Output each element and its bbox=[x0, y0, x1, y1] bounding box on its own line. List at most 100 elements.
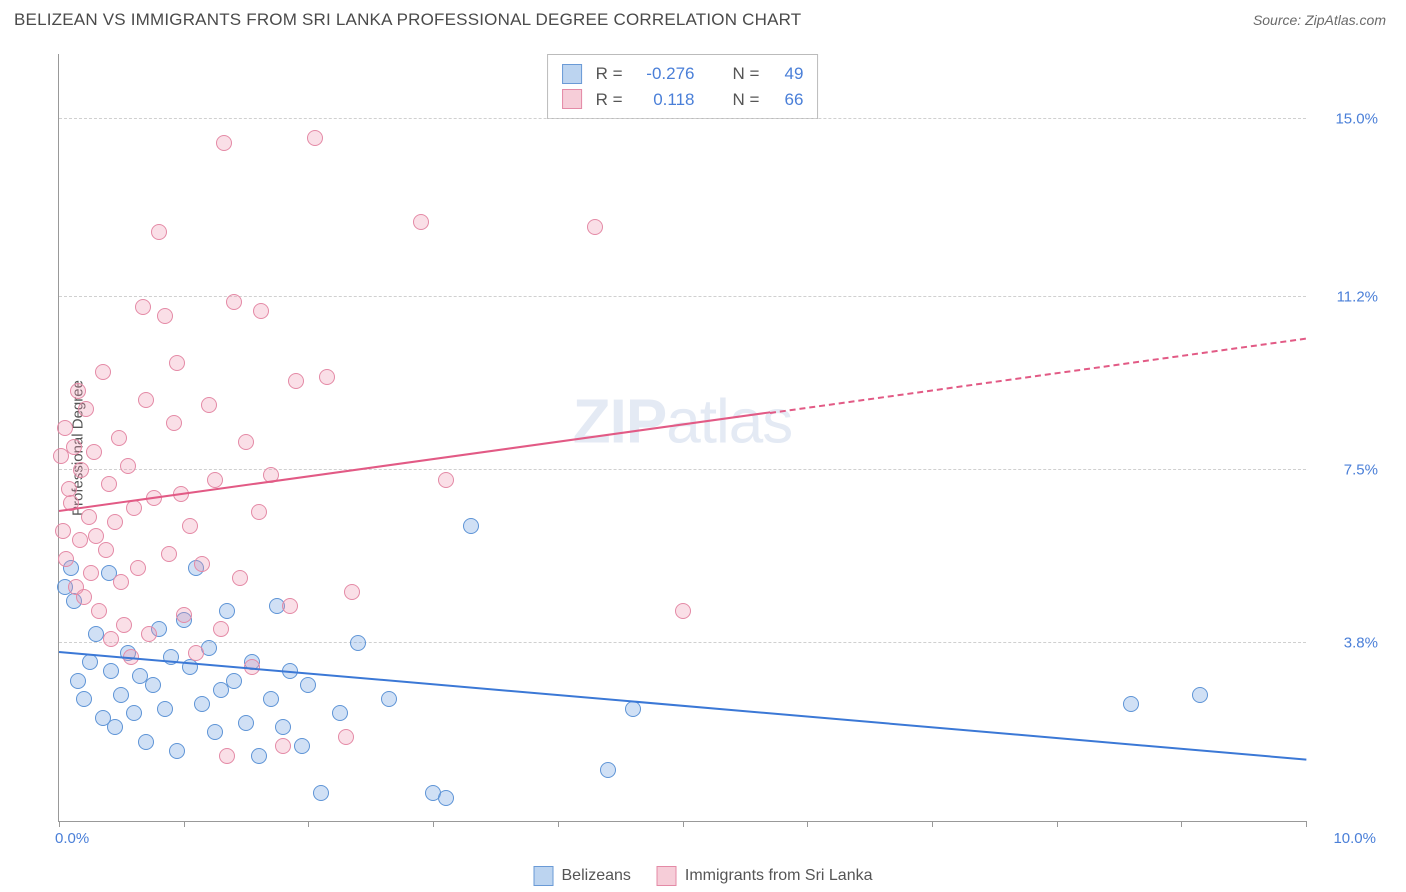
scatter-point bbox=[98, 542, 114, 558]
scatter-point bbox=[126, 705, 142, 721]
legend-swatch bbox=[534, 866, 554, 886]
scatter-point bbox=[263, 691, 279, 707]
scatter-point bbox=[226, 673, 242, 689]
scatter-point bbox=[91, 603, 107, 619]
scatter-point bbox=[313, 785, 329, 801]
scatter-point bbox=[625, 701, 641, 717]
scatter-point bbox=[103, 663, 119, 679]
scatter-point bbox=[58, 551, 74, 567]
scatter-point bbox=[216, 135, 232, 151]
legend-item: Immigrants from Sri Lanka bbox=[657, 866, 873, 886]
scatter-point bbox=[338, 729, 354, 745]
scatter-point bbox=[107, 719, 123, 735]
scatter-point bbox=[251, 504, 267, 520]
stats-legend: R =-0.276N =49R =0.118N =66 bbox=[547, 54, 819, 119]
stats-row: R =-0.276N =49 bbox=[562, 61, 804, 87]
scatter-point bbox=[176, 607, 192, 623]
scatter-point bbox=[103, 631, 119, 647]
scatter-point bbox=[111, 430, 127, 446]
scatter-point bbox=[344, 584, 360, 600]
scatter-point bbox=[157, 308, 173, 324]
scatter-point bbox=[78, 401, 94, 417]
n-value: 49 bbox=[773, 61, 803, 87]
scatter-point bbox=[182, 518, 198, 534]
y-tick-label: 15.0% bbox=[1314, 111, 1378, 128]
x-tick bbox=[184, 821, 185, 827]
scatter-point bbox=[113, 687, 129, 703]
trend-line bbox=[59, 651, 1306, 761]
scatter-point bbox=[207, 724, 223, 740]
x-tick bbox=[433, 821, 434, 827]
scatter-point bbox=[72, 532, 88, 548]
scatter-point bbox=[166, 415, 182, 431]
x-tick bbox=[1306, 821, 1307, 827]
scatter-point bbox=[251, 748, 267, 764]
scatter-point bbox=[194, 556, 210, 572]
scatter-point bbox=[275, 719, 291, 735]
scatter-point bbox=[294, 738, 310, 754]
scatter-point bbox=[73, 462, 89, 478]
scatter-point bbox=[151, 224, 167, 240]
n-value: 66 bbox=[773, 87, 803, 113]
scatter-point bbox=[219, 748, 235, 764]
x-tick bbox=[807, 821, 808, 827]
y-tick-label: 3.8% bbox=[1314, 635, 1378, 652]
gridline bbox=[59, 118, 1306, 119]
x-tick bbox=[308, 821, 309, 827]
gridline bbox=[59, 469, 1306, 470]
x-tick bbox=[558, 821, 559, 827]
scatter-point bbox=[81, 509, 97, 525]
legend-label: Immigrants from Sri Lanka bbox=[685, 867, 873, 885]
scatter-point bbox=[1123, 696, 1139, 712]
watermark: ZIPatlas bbox=[573, 387, 792, 458]
scatter-point bbox=[253, 303, 269, 319]
scatter-point bbox=[201, 397, 217, 413]
legend-label: Belizeans bbox=[562, 867, 631, 885]
scatter-point bbox=[238, 434, 254, 450]
scatter-point bbox=[157, 701, 173, 717]
scatter-point bbox=[88, 528, 104, 544]
scatter-point bbox=[300, 677, 316, 693]
scatter-point bbox=[57, 420, 73, 436]
x-tick-label: 0.0% bbox=[55, 830, 89, 847]
x-tick-label: 10.0% bbox=[1312, 830, 1376, 847]
source-label: Source: ZipAtlas.com bbox=[1253, 12, 1386, 28]
scatter-point bbox=[55, 523, 71, 539]
scatter-point bbox=[113, 574, 129, 590]
scatter-point bbox=[207, 472, 223, 488]
scatter-point bbox=[138, 734, 154, 750]
x-tick bbox=[59, 821, 60, 827]
scatter-point bbox=[70, 383, 86, 399]
scatter-point bbox=[238, 715, 254, 731]
y-tick-label: 11.2% bbox=[1314, 289, 1378, 306]
scatter-point bbox=[88, 626, 104, 642]
scatter-point bbox=[120, 458, 136, 474]
scatter-point bbox=[145, 677, 161, 693]
scatter-point bbox=[141, 626, 157, 642]
scatter-point bbox=[319, 369, 335, 385]
chart-container: Professional Degree ZIPatlas R =-0.276N … bbox=[14, 44, 1386, 852]
scatter-point bbox=[101, 476, 117, 492]
scatter-point bbox=[438, 790, 454, 806]
scatter-point bbox=[135, 299, 151, 315]
chart-title: BELIZEAN VS IMMIGRANTS FROM SRI LANKA PR… bbox=[14, 10, 801, 30]
n-label: N = bbox=[733, 87, 760, 113]
stats-row: R =0.118N =66 bbox=[562, 87, 804, 113]
scatter-point bbox=[213, 621, 229, 637]
scatter-point bbox=[116, 617, 132, 633]
scatter-point bbox=[107, 514, 123, 530]
scatter-point bbox=[600, 762, 616, 778]
x-tick bbox=[932, 821, 933, 827]
legend-swatch bbox=[562, 89, 582, 109]
x-tick bbox=[1057, 821, 1058, 827]
scatter-point bbox=[226, 294, 242, 310]
x-tick bbox=[683, 821, 684, 827]
gridline bbox=[59, 642, 1306, 643]
scatter-point bbox=[587, 219, 603, 235]
scatter-point bbox=[307, 130, 323, 146]
scatter-point bbox=[275, 738, 291, 754]
scatter-point bbox=[138, 392, 154, 408]
scatter-point bbox=[83, 565, 99, 581]
scatter-point bbox=[1192, 687, 1208, 703]
scatter-point bbox=[161, 546, 177, 562]
